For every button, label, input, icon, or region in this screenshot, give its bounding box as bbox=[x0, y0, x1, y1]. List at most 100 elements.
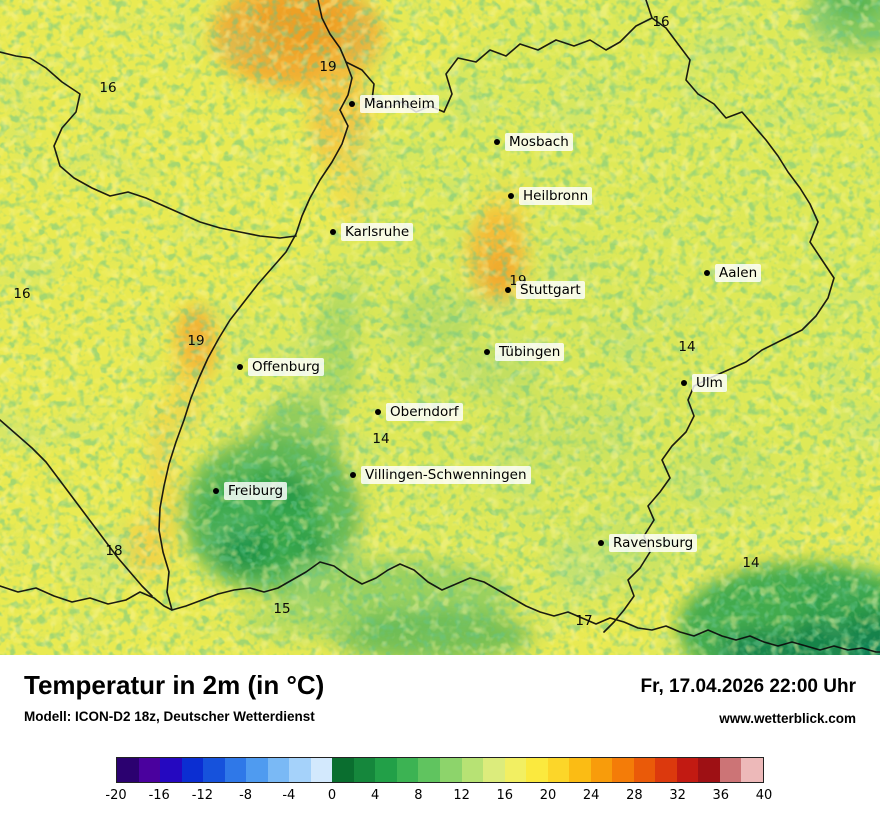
temperature-colorbar bbox=[116, 757, 764, 783]
colorbar-segment bbox=[547, 758, 570, 782]
colorbar-labels: -20 -16 -12 -8 -4 0 4 8 12 16 20 24 28 32 36 40 bbox=[105, 788, 772, 804]
city-label: Mannheim bbox=[360, 95, 439, 113]
model-info: Modell: ICON-D2 18z, Deutscher Wetterdie… bbox=[24, 709, 315, 724]
city-dot-icon bbox=[508, 193, 514, 199]
city-label: Offenburg bbox=[248, 358, 324, 376]
city-label: Heilbronn bbox=[519, 187, 593, 205]
city-dot-icon bbox=[330, 229, 336, 235]
colorbar-segment bbox=[719, 758, 742, 782]
colorbar-segment bbox=[461, 758, 484, 782]
city-marker: Villingen-Schwenningen bbox=[350, 466, 531, 484]
colorbar-tick-label: 4 bbox=[371, 788, 380, 803]
colorbar-segment bbox=[353, 758, 376, 782]
city-dot-icon bbox=[349, 101, 355, 107]
temperature-value-label: 14 bbox=[372, 431, 390, 447]
colorbar-tick-label: 16 bbox=[496, 788, 514, 803]
city-dot-icon bbox=[704, 270, 710, 276]
colorbar-segment bbox=[633, 758, 656, 782]
yellow-speckle-overlay bbox=[0, 0, 880, 655]
temperature-label-layer: 161916161919141418151714 bbox=[13, 14, 759, 629]
city-label: Stuttgart bbox=[516, 281, 585, 299]
temperature-value-label: 15 bbox=[273, 601, 291, 617]
city-marker: Stuttgart bbox=[505, 281, 585, 299]
city-dot-icon bbox=[494, 139, 500, 145]
colorbar-tick-label: 0 bbox=[327, 788, 337, 803]
colorbar-segment bbox=[526, 758, 548, 782]
colorbar-segment bbox=[418, 758, 440, 782]
colorbar-segment bbox=[375, 758, 397, 782]
city-marker: Karlsruhe bbox=[330, 223, 414, 241]
city-label: Oberndorf bbox=[386, 403, 463, 421]
colorbar-segment bbox=[310, 758, 333, 782]
colorbar-segment bbox=[181, 758, 204, 782]
city-marker: Tübingen bbox=[484, 343, 565, 361]
city-dot-icon bbox=[237, 364, 243, 370]
colorbar-segment bbox=[504, 758, 527, 782]
city-dot-icon bbox=[681, 380, 687, 386]
colorbar-segment bbox=[246, 758, 268, 782]
colorbar-segment bbox=[741, 758, 763, 782]
colorbar-segment bbox=[439, 758, 462, 782]
colorbar-tick-label: -8 bbox=[239, 788, 253, 803]
colorbar-segment bbox=[267, 758, 290, 782]
city-dot-icon bbox=[375, 409, 381, 415]
colorbar-segment bbox=[483, 758, 505, 782]
forecast-datetime: Fr, 17.04.2026 22:00 Uhr bbox=[640, 676, 856, 697]
colorbar-tick-label: -12 bbox=[191, 788, 214, 803]
city-marker: Ravensburg bbox=[598, 534, 698, 552]
colorbar-tick-label: 40 bbox=[755, 788, 773, 803]
city-marker: Freiburg bbox=[213, 482, 288, 500]
colorbar-segment bbox=[676, 758, 699, 782]
border-northwest bbox=[0, 51, 297, 239]
colorbar-tick-label: 8 bbox=[414, 788, 423, 803]
city-dot-icon bbox=[350, 472, 356, 478]
colorbar-tick-label: 20 bbox=[539, 788, 557, 803]
temperature-value-label: 19 bbox=[319, 59, 337, 75]
border-lines bbox=[0, 0, 880, 653]
city-marker: Aalen bbox=[704, 264, 762, 282]
temperature-value-label: 18 bbox=[105, 543, 123, 559]
colorbar-tick-label: 28 bbox=[626, 788, 643, 803]
city-label: Aalen bbox=[715, 264, 762, 282]
temperature-value-label: 16 bbox=[652, 14, 670, 30]
colorbar-segment bbox=[117, 758, 139, 782]
city-label: Mosbach bbox=[505, 133, 573, 151]
city-marker: Mannheim bbox=[349, 95, 439, 113]
city-dot-icon bbox=[505, 287, 511, 293]
colorbar-segment bbox=[655, 758, 677, 782]
border-southwest-diagonal bbox=[0, 419, 153, 597]
colorbar-segment bbox=[396, 758, 419, 782]
city-label: Tübingen bbox=[495, 343, 565, 361]
colorbar-tick-label: -4 bbox=[282, 788, 296, 803]
colorbar-tick-label: 36 bbox=[712, 788, 730, 803]
colorbar-tick-label: 12 bbox=[453, 788, 470, 803]
colorbar-segment bbox=[224, 758, 247, 782]
colorbar-segment bbox=[332, 758, 354, 782]
colorbar-segment bbox=[612, 758, 634, 782]
city-label: Ulm bbox=[692, 374, 727, 392]
map-title: Temperatur in 2m (in °C) bbox=[24, 670, 325, 700]
city-marker: Ulm bbox=[681, 374, 727, 392]
city-label: Freiburg bbox=[224, 482, 288, 500]
colorbar-tick-label: -16 bbox=[148, 788, 170, 803]
border-west-rhine bbox=[158, 0, 353, 611]
colorbar-segment bbox=[138, 758, 161, 782]
temperature-map: 161916161919141418151714 MannheimMosbach… bbox=[0, 0, 880, 655]
website-url: www.wetterblick.com bbox=[719, 711, 856, 726]
city-layer: Mannheim Mosbach Heilbronn Karlsruhe Stuttga… bbox=[213, 95, 762, 552]
colorbar-segment bbox=[203, 758, 225, 782]
temperature-value-label: 14 bbox=[678, 339, 696, 355]
colorbar-segment bbox=[569, 758, 591, 782]
colorbar-segment bbox=[160, 758, 182, 782]
border-south-swiss bbox=[0, 561, 880, 653]
border-north-east bbox=[345, 17, 835, 633]
city-marker: Oberndorf bbox=[375, 403, 463, 421]
temperature-value-label: 16 bbox=[99, 80, 117, 96]
city-marker: Offenburg bbox=[237, 358, 324, 376]
temperature-raster bbox=[0, 0, 880, 655]
city-dot-icon bbox=[598, 540, 604, 546]
border-top-spur bbox=[645, 0, 653, 19]
city-marker: Heilbronn bbox=[508, 187, 593, 205]
colorbar-segment bbox=[698, 758, 720, 782]
